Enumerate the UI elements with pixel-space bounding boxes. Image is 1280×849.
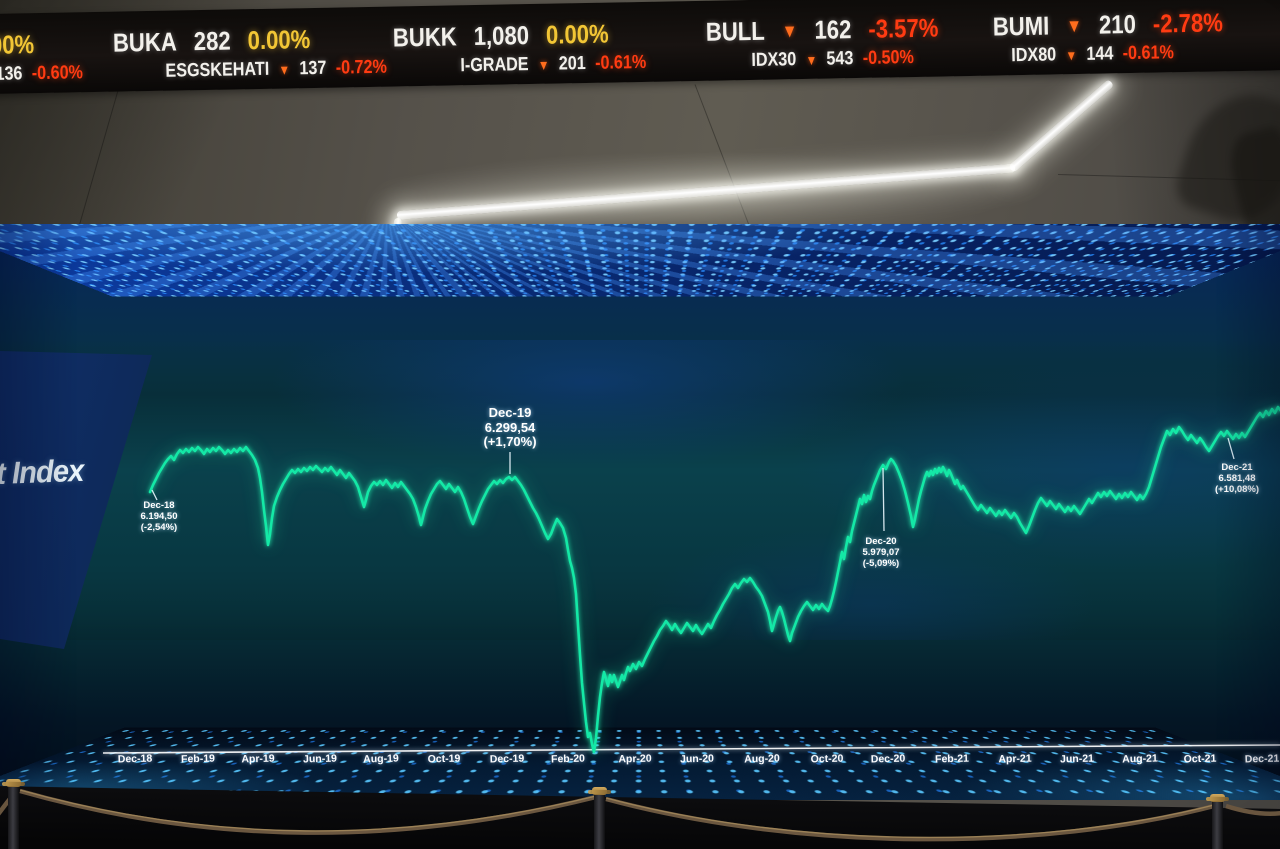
ticker-item: BUKA 282 0.00% <box>113 24 311 59</box>
ticker-price: 1,080 <box>473 20 530 52</box>
ticker-symbol: BULL <box>705 15 766 47</box>
ticker-change: -0.60% <box>31 62 84 85</box>
x-axis-label: Dec-21 <box>1244 752 1280 766</box>
annotation-value: 6.299,54 <box>484 419 536 435</box>
ticker-item: 136 -0.60% <box>0 62 83 86</box>
annotation-dec-20: Dec-20 5.979,07 (-5,09%) <box>863 536 900 569</box>
ticker-change: -2.78% <box>1152 7 1224 39</box>
ticker-price: 210 <box>1098 8 1137 40</box>
led-screen: t Index Dec-18 Feb-19 Apr-19 Jun-19 Aug-19 Oc… <box>0 224 1280 800</box>
ticker-price: 144 <box>1086 43 1114 65</box>
x-axis-label: Aug-21 <box>1122 752 1158 766</box>
led-dot-rays <box>0 224 1280 297</box>
x-axis-label: Feb-19 <box>180 752 216 766</box>
ticker-change: -0.50% <box>862 46 915 69</box>
annotation-change: (+10,08%) <box>1214 484 1260 495</box>
down-arrow-icon: ▼ <box>537 57 550 73</box>
x-axis-label: Dec-20 <box>870 752 906 766</box>
ticker-change: -0.61% <box>1122 42 1175 65</box>
x-axis-label: Apr-21 <box>998 752 1032 766</box>
ticker-price: 162 <box>814 14 852 45</box>
annotation-change: (-5,09%) <box>862 558 900 569</box>
down-arrow-icon: ▼ <box>278 61 291 78</box>
ticker-change: 0.00% <box>247 24 311 56</box>
x-axis-label: Aug-20 <box>744 752 780 766</box>
annotation-change: (-2,54%) <box>140 522 178 533</box>
ticker-change: -0.72% <box>335 56 388 79</box>
annotation-label: Dec-18 <box>143 500 175 511</box>
annotation-value: 6.194,50 <box>140 511 178 522</box>
ticker-item: 00% <box>0 29 34 61</box>
ticker-symbol: ESGSKEHATI <box>165 58 270 82</box>
ticker-symbol: BUKK <box>392 21 457 53</box>
ticker-item: IDX30 ▼ 543 -0.50% <box>751 47 914 72</box>
x-axis-label: Apr-19 <box>241 752 275 766</box>
ticker-item: IDX80 ▼ 144 -0.61% <box>1011 42 1174 67</box>
ticker-price: 201 <box>558 52 586 75</box>
x-axis-label: Dec-18 <box>117 752 153 766</box>
ticker-change: -0.61% <box>594 51 647 74</box>
ticker-item: BUKK 1,080 0.00% <box>393 19 609 54</box>
ticker-symbol: IDX30 <box>751 49 797 71</box>
x-axis-label: Jun-20 <box>679 752 715 766</box>
x-axis-label: Dec-19 <box>489 752 525 766</box>
x-axis-label: Feb-21 <box>934 752 970 766</box>
down-arrow-icon: ▼ <box>805 52 818 68</box>
ticker-symbol: I-GRADE <box>460 54 529 77</box>
annotation-label: Dec-20 <box>865 536 897 547</box>
annotation-value: 5.979,07 <box>862 547 900 558</box>
x-axis-label: Oct-20 <box>810 752 844 766</box>
stanchion-post <box>588 787 611 849</box>
x-axis-label: Jun-19 <box>302 752 338 766</box>
x-axis-label: Feb-20 <box>550 752 586 766</box>
ticker-item: BUMI ▼ 210 -2.78% <box>993 7 1224 42</box>
annotation-dec-21: Dec-21 6.581,48 (+10,08%) <box>1215 462 1259 495</box>
index-title: t Index <box>0 452 84 491</box>
annotation-dec-19: Dec-19 6.299,54 (+1,70%) <box>483 405 537 450</box>
annotation-change: (+1,70%) <box>483 434 537 449</box>
ticker-item: ESGSKEHATI ▼ 137 -0.72% <box>165 57 387 83</box>
chart-background <box>0 340 1280 640</box>
annotation-dec-18: Dec-18 6.194,50 (-2,54%) <box>141 500 178 533</box>
x-axis-label: Jun-21 <box>1059 752 1095 766</box>
stanchion-post <box>2 779 25 849</box>
ticker-symbol: BUMI <box>992 10 1050 42</box>
ticker-price: 136 <box>0 63 23 85</box>
annotation-value: 6.581,48 <box>1218 473 1256 484</box>
ticker-change: 00% <box>0 29 35 60</box>
down-arrow-icon: ▼ <box>1066 14 1083 36</box>
ticker-item: I-GRADE ▼ 201 -0.61% <box>460 52 646 77</box>
ticker-price: 543 <box>826 48 854 70</box>
x-axis-label: Oct-21 <box>1183 752 1217 766</box>
ticker-price: 137 <box>299 57 327 80</box>
ticker-price: 282 <box>193 25 231 57</box>
annotation-label: Dec-21 <box>1221 462 1253 473</box>
x-axis-label: Oct-19 <box>427 752 461 766</box>
x-axis-label: Apr-20 <box>618 752 652 766</box>
stanchion-post <box>1206 794 1229 849</box>
ticker-change: 0.00% <box>545 18 609 50</box>
ticker-symbol: IDX80 <box>1011 44 1057 67</box>
ticker-symbol: BUKA <box>112 26 178 58</box>
down-arrow-icon: ▼ <box>781 19 798 41</box>
x-axis-label: Aug-19 <box>363 752 399 766</box>
ticker-change: -3.57% <box>868 12 939 44</box>
annotation-label: Dec-19 <box>488 405 532 420</box>
down-arrow-icon: ▼ <box>1065 47 1078 63</box>
ticker-item: BULL ▼ 162 -3.57% <box>706 13 939 48</box>
